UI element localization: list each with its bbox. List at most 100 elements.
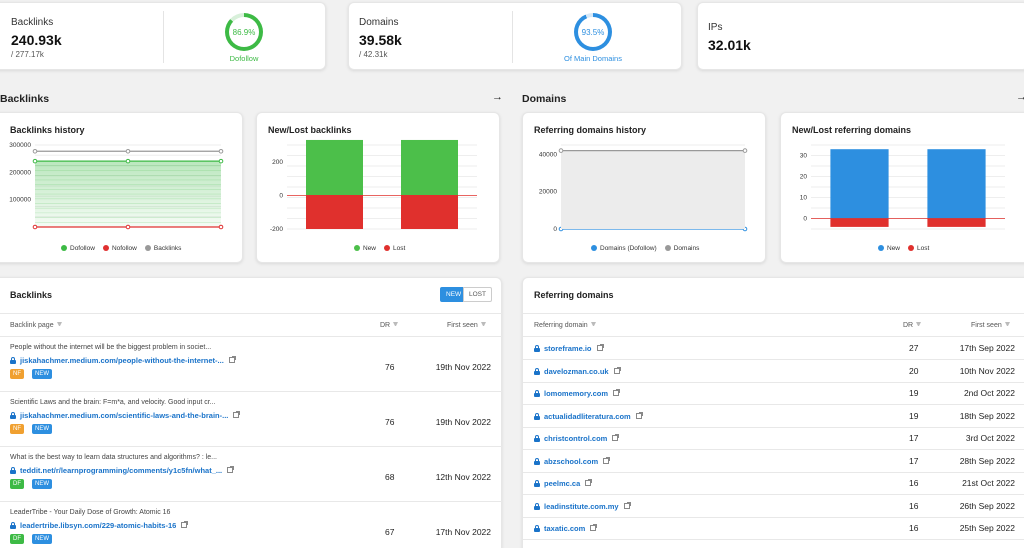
external-link-icon[interactable] [585, 479, 593, 486]
referring-domain-link[interactable]: davelozman.co.uk [534, 366, 621, 376]
table-row: abzschool.com 17 28th Sep 2022 [523, 450, 1024, 473]
legend-item-lost[interactable]: Lost [908, 245, 929, 252]
domains-stat-card: Domains 39.58k / 42.31k 93.5% Of Main Do… [348, 2, 682, 70]
main-domains-ring-label: Of Main Domains [564, 54, 622, 63]
first-seen-date: 3rd Oct 2022 [965, 433, 1015, 443]
y-tick-label: 0 [803, 216, 807, 223]
external-link-icon[interactable] [612, 434, 620, 441]
referring-domain-link[interactable]: leadinstitute.com.my [534, 501, 631, 511]
filter-icon[interactable] [916, 322, 922, 327]
legend-item-new[interactable]: New [878, 245, 900, 252]
bar-new-1[interactable] [830, 149, 889, 219]
backlink-url-link[interactable]: jiskahachmer.medium.com/people-without-t… [10, 356, 236, 365]
backlink-page-title: LeaderTribe - Your Daily Dose of Growth:… [10, 509, 171, 516]
external-link-icon[interactable] [613, 389, 621, 396]
ips-stat-card: IPs 32.01k [697, 2, 1024, 70]
series-area-dofollow [35, 161, 221, 227]
referring-domain-link[interactable]: actualidadliteratura.com [534, 411, 643, 421]
external-link-icon[interactable] [623, 501, 631, 509]
external-link-icon[interactable] [635, 411, 643, 419]
bar-new-1[interactable] [306, 139, 363, 196]
filter-icon[interactable] [393, 322, 399, 327]
referring-domain-link[interactable]: abzschool.com [534, 456, 611, 466]
divider [523, 336, 1024, 337]
filter-icon[interactable] [56, 322, 62, 327]
lock-icon [534, 457, 540, 465]
external-link-icon[interactable] [228, 356, 236, 363]
external-link-icon[interactable] [227, 466, 235, 473]
backlink-url-link[interactable]: teddit.net/r/learnprogramming/comments/y… [10, 466, 235, 475]
bar-new-2[interactable] [927, 149, 986, 219]
bar-lost-2[interactable] [927, 218, 986, 227]
legend-item-new[interactable]: New [354, 245, 376, 252]
divider [0, 313, 503, 314]
legend-item-backlinks[interactable]: Backlinks [144, 245, 181, 252]
table-row: LeaderTribe - Your Daily Dose of Growth:… [0, 502, 503, 548]
external-link-icon[interactable] [233, 411, 241, 418]
data-point[interactable] [218, 148, 224, 154]
referring-domain-link[interactable]: storeframe.io [534, 344, 604, 353]
y-tick-label: 200 [272, 159, 283, 166]
external-link-icon[interactable] [590, 524, 598, 531]
referring-domain-link[interactable]: taxatic.com [534, 524, 598, 533]
data-point[interactable] [125, 148, 131, 154]
referring-history-chart: 40000 20000 0 [539, 144, 748, 233]
backlink-url-link[interactable]: jiskahachmer.medium.com/scientific-laws-… [10, 411, 241, 420]
legend-item-domains[interactable]: Domains [664, 245, 699, 252]
backlinks-history-chart: 300000 200000 100000 [9, 142, 224, 230]
filter-icon[interactable] [1004, 322, 1010, 327]
legend-item-lost[interactable]: Lost [384, 245, 405, 252]
external-link-icon[interactable] [613, 366, 621, 374]
backlinks-table-card: Backlinks NEW LOST Backlink page DR Firs… [0, 277, 503, 548]
column-header-dr[interactable]: DR [903, 322, 922, 329]
filter-icon[interactable] [480, 322, 486, 327]
domains-stat-label: Domains [359, 17, 399, 28]
referring-table-card: Referring domains Referring domain DR Fi… [522, 277, 1024, 548]
lock-icon [534, 435, 540, 442]
data-point[interactable] [218, 158, 224, 164]
bar-new-2[interactable] [401, 139, 458, 196]
column-header-dr[interactable]: DR [380, 322, 399, 329]
legend-item-nofollow[interactable]: Nofollow [102, 245, 137, 252]
bar-lost-2[interactable] [401, 195, 458, 229]
y-tick-label: 0 [279, 192, 283, 199]
data-point[interactable] [742, 148, 748, 153]
bar-lost-1[interactable] [830, 218, 889, 227]
backlinks-section-arrow-icon[interactable]: → [492, 91, 503, 103]
external-link-icon[interactable] [603, 456, 611, 464]
dr-value: 16 [909, 478, 919, 488]
dr-value: 20 [909, 365, 919, 376]
data-point[interactable] [218, 224, 224, 230]
filter-icon[interactable] [590, 322, 596, 327]
dr-value: 19 [909, 410, 919, 421]
external-link-icon[interactable] [596, 344, 604, 351]
data-point[interactable] [32, 148, 38, 154]
column-header-first-seen[interactable]: First seen [447, 322, 486, 329]
external-link-icon[interactable] [181, 521, 189, 528]
toggle-lost-button[interactable]: LOST [463, 287, 492, 302]
data-point[interactable] [125, 224, 131, 230]
backlinks-stat-value: 240.93k [11, 32, 62, 48]
data-point[interactable] [558, 148, 564, 153]
domains-section-arrow-icon[interactable]: → [1016, 91, 1024, 103]
column-header-backlink-page[interactable]: Backlink page [10, 322, 62, 329]
backlink-url-link[interactable]: leadertribe.libsyn.com/229-atomic-habits… [10, 521, 189, 530]
divider [523, 494, 1024, 495]
column-header-first-seen[interactable]: First seen [971, 322, 1010, 329]
legend-item-domains-dofollow[interactable]: Domains (Dofollow) [591, 245, 657, 252]
backlinks-history-legend: Dofollow Nofollow Backlinks [61, 245, 181, 252]
dofollow-ring-label: Dofollow [229, 54, 259, 63]
legend-item-dofollow[interactable]: Dofollow [61, 245, 95, 252]
new-lost-referring-legend: New Lost [878, 245, 929, 252]
y-tick-label: 300000 [9, 142, 31, 149]
referring-domain-link[interactable]: lomomemory.com [534, 389, 621, 398]
data-point[interactable] [32, 224, 38, 230]
new-badge: NEW [32, 424, 52, 434]
data-point[interactable] [32, 158, 38, 164]
domains-section-title: Domains [522, 93, 567, 105]
bar-lost-1[interactable] [306, 195, 363, 229]
referring-domain-link[interactable]: peelmc.ca [534, 479, 593, 488]
referring-domain-link[interactable]: christcontrol.com [534, 434, 620, 443]
column-header-referring-domain[interactable]: Referring domain [534, 322, 596, 329]
data-point[interactable] [125, 158, 131, 164]
